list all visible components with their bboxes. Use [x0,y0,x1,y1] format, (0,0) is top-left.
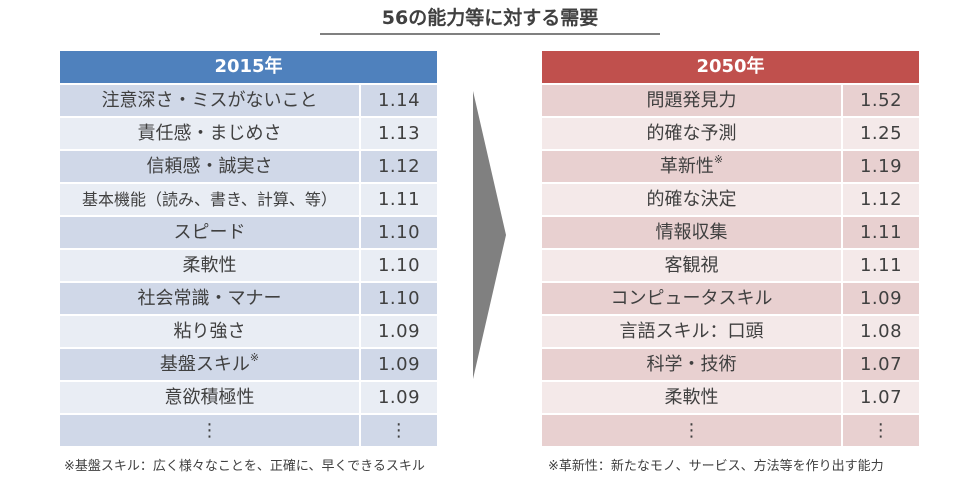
table-row: 柔軟性 1.07 [542,382,919,413]
ability-label: コンピュータスキル [542,283,841,314]
table-row: コンピュータスキル 1.09 [542,283,919,314]
table-row-ellipsis: ⋮ ⋮ [60,415,437,446]
ability-label: 基本機能（読み、書き、計算、等） [60,184,359,215]
table-row: 意欲積極性 1.09 [60,382,437,413]
table-row: 科学・技術 1.07 [542,349,919,380]
ability-value: 1.07 [843,349,919,380]
ability-value: 1.08 [843,316,919,347]
chevron-right-arrow-icon [473,91,506,379]
ability-value: 1.07 [843,382,919,413]
ability-value: 1.09 [843,283,919,314]
ability-value: 1.19 [843,151,919,182]
page-title: 56の能力等に対する需要 [381,7,599,29]
ability-label: 革新性※ [542,151,841,182]
ability-label: 科学・技術 [542,349,841,380]
table-2050: 2050年 問題発見力 1.52 的確な予測 1.25 革新性※ 1.19 的確… [542,51,919,446]
ability-value: 1.10 [361,217,437,248]
table-row: 粘り強さ 1.09 [60,316,437,347]
vertical-ellipsis: ⋮ [60,415,359,446]
ability-value: 1.12 [361,151,437,182]
ability-value: 1.12 [843,184,919,215]
footnote-mark: ※ [249,351,260,364]
ability-value: 1.11 [843,217,919,248]
ability-label: 意欲積極性 [60,382,359,413]
ability-label: 信頼感・誠実さ [60,151,359,182]
table-row: 基本機能（読み、書き、計算、等） 1.11 [60,184,437,215]
ability-label: 言語スキル：口頭 [542,316,841,347]
ability-value: 1.11 [361,184,437,215]
ability-label: 粘り強さ [60,316,359,347]
ability-label: 問題発見力 [542,85,841,116]
table-header-2050: 2050年 [542,51,919,83]
ability-label: 客観視 [542,250,841,281]
ability-value: 1.14 [361,85,437,116]
ability-label: スピード [60,217,359,248]
vertical-ellipsis: ⋮ [542,415,841,446]
table-row: 問題発見力 1.52 [542,85,919,116]
ability-label: 責任感・まじめさ [60,118,359,149]
table-row: 責任感・まじめさ 1.13 [60,118,437,149]
ability-value: 1.10 [361,250,437,281]
ability-value: 1.25 [843,118,919,149]
ability-value: 1.13 [361,118,437,149]
footnote-2050: ※革新性：新たなモノ、サービス、方法等を作り出す能力 [548,459,884,474]
ability-label: 的確な予測 [542,118,841,149]
ability-label-text: 革新性 [659,156,714,177]
ability-label: 注意深さ・ミスがないこと [60,85,359,116]
table-row: 的確な決定 1.12 [542,184,919,215]
table-row: 基盤スキル※ 1.09 [60,349,437,380]
table-header-2015: 2015年 [60,51,437,83]
footnote-2015: ※基盤スキル：広く様々なことを、正確に、早くできるスキル [64,459,425,474]
table-row: 社会常識・マナー 1.10 [60,283,437,314]
table-row: 注意深さ・ミスがないこと 1.14 [60,85,437,116]
table-row: 客観視 1.11 [542,250,919,281]
table-row: スピード 1.10 [60,217,437,248]
ability-label: 基盤スキル※ [60,349,359,380]
footnote-mark: ※ [713,153,724,166]
ability-label: 社会常識・マナー [60,283,359,314]
vertical-ellipsis: ⋮ [843,415,919,446]
table-row: 柔軟性 1.10 [60,250,437,281]
ability-label: 的確な決定 [542,184,841,215]
ability-value: 1.52 [843,85,919,116]
vertical-ellipsis: ⋮ [361,415,437,446]
ability-label: 柔軟性 [60,250,359,281]
table-row: 信頼感・誠実さ 1.12 [60,151,437,182]
ability-label: 柔軟性 [542,382,841,413]
ability-value: 1.09 [361,349,437,380]
table-row: 情報収集 1.11 [542,217,919,248]
ability-label: 情報収集 [542,217,841,248]
table-row: 言語スキル：口頭 1.08 [542,316,919,347]
table-2015: 2015年 注意深さ・ミスがないこと 1.14 責任感・まじめさ 1.13 信頼… [60,51,437,446]
ability-value: 1.09 [361,382,437,413]
table-row: 革新性※ 1.19 [542,151,919,182]
table-row-ellipsis: ⋮ ⋮ [542,415,919,446]
ability-label-text: 基盤スキル [159,354,250,375]
ability-value: 1.11 [843,250,919,281]
table-row: 的確な予測 1.25 [542,118,919,149]
ability-value: 1.09 [361,316,437,347]
ability-value: 1.10 [361,283,437,314]
title-underline [320,33,660,35]
